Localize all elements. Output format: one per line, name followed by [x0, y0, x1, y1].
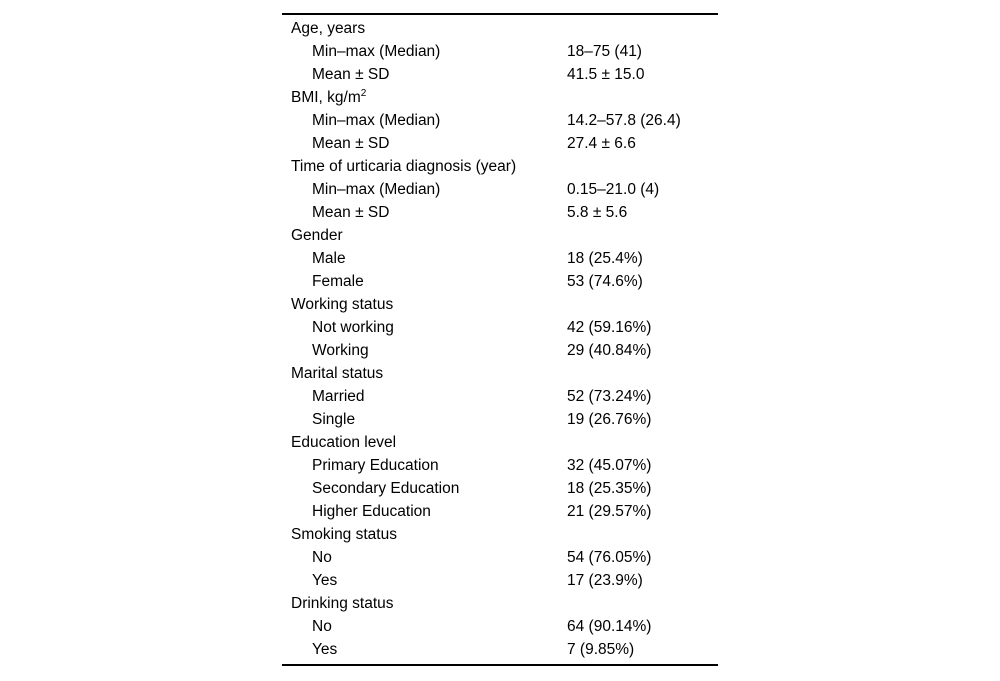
row-label: Mean ± SD — [312, 66, 390, 83]
table-row: Mean ± SD 5.8 ± 5.6 — [282, 201, 718, 224]
table-row: Secondary Education 18 (25.35%) — [282, 477, 718, 500]
table-row: Min–max (Median) 18–75 (41) — [282, 40, 718, 63]
row-label: Higher Education — [312, 503, 431, 520]
table-row: Single 19 (26.76%) — [282, 408, 718, 431]
table-row: Age, years — [282, 17, 718, 40]
table-row: Mean ± SD 41.5 ± 15.0 — [282, 63, 718, 86]
row-label: Mean ± SD — [312, 204, 390, 221]
patient-characteristics-table: Age, years Min–max (Median) 18–75 (41) Mean… — [282, 13, 718, 666]
row-label: Married — [312, 388, 365, 405]
table-row: Time of urticaria diagnosis (year) — [282, 155, 718, 178]
row-value: 54 (76.05%) — [567, 549, 652, 566]
row-label: No — [312, 618, 332, 635]
superscript: 2 — [360, 87, 367, 99]
table-row: Education level — [282, 431, 718, 454]
table-row: Yes 7 (9.85%) — [282, 638, 718, 661]
table-row: Marital status — [282, 362, 718, 385]
row-category-label: Time of urticaria diagnosis (year) — [291, 158, 517, 175]
row-value: 14.2–57.8 (26.4) — [567, 112, 681, 129]
row-value: 53 (74.6%) — [567, 273, 643, 290]
table-row: Female 53 (74.6%) — [282, 270, 718, 293]
table-row: Higher Education 21 (29.57%) — [282, 500, 718, 523]
table-row: BMI, kg/m2 — [282, 86, 718, 109]
row-value: 18 (25.4%) — [567, 250, 643, 267]
table-row: Smoking status — [282, 523, 718, 546]
table-row: No 64 (90.14%) — [282, 615, 718, 638]
table-row: Min–max (Median) 14.2–57.8 (26.4) — [282, 109, 718, 132]
row-label: Working — [312, 342, 369, 359]
table-row: Yes 17 (23.9%) — [282, 569, 718, 592]
row-category-label: Gender — [291, 227, 343, 244]
table-row: Not working 42 (59.16%) — [282, 316, 718, 339]
row-value: 27.4 ± 6.6 — [567, 135, 636, 152]
table-row: Drinking status — [282, 592, 718, 615]
row-label: No — [312, 549, 332, 566]
row-value: 64 (90.14%) — [567, 618, 652, 635]
row-label: Primary Education — [312, 457, 439, 474]
table-row: Primary Education 32 (45.07%) — [282, 454, 718, 477]
table-row: Min–max (Median) 0.15–21.0 (4) — [282, 178, 718, 201]
row-value: 29 (40.84%) — [567, 342, 652, 359]
row-label: Min–max (Median) — [312, 181, 441, 198]
row-value: 18 (25.35%) — [567, 480, 652, 497]
table-row: No 54 (76.05%) — [282, 546, 718, 569]
table-row: Gender — [282, 224, 718, 247]
table-row: Male 18 (25.4%) — [282, 247, 718, 270]
row-label: Yes — [312, 572, 338, 589]
row-value: 17 (23.9%) — [567, 572, 643, 589]
row-category-label: Drinking status — [291, 595, 394, 612]
table-row: Working 29 (40.84%) — [282, 339, 718, 362]
row-value: 5.8 ± 5.6 — [567, 204, 628, 221]
row-category-label: Marital status — [291, 365, 384, 382]
row-value: 21 (29.57%) — [567, 503, 652, 520]
row-label: Single — [312, 411, 356, 428]
row-value: 19 (26.76%) — [567, 411, 652, 428]
row-value: 52 (73.24%) — [567, 388, 652, 405]
row-label: Female — [312, 273, 364, 290]
row-label: Mean ± SD — [312, 135, 390, 152]
row-label: Male — [312, 250, 346, 267]
table-row: Married 52 (73.24%) — [282, 385, 718, 408]
table-row: Working status — [282, 293, 718, 316]
row-label: Min–max (Median) — [312, 112, 441, 129]
row-category-label: Education level — [291, 434, 397, 451]
row-category-label: Age, years — [291, 20, 366, 37]
row-value: 32 (45.07%) — [567, 457, 652, 474]
table-row: Mean ± SD 27.4 ± 6.6 — [282, 132, 718, 155]
row-label: Secondary Education — [312, 480, 460, 497]
row-category-label: BMI, kg/m2 — [291, 87, 367, 106]
row-label: Min–max (Median) — [312, 43, 441, 60]
row-value: 7 (9.85%) — [567, 641, 635, 658]
row-value: 42 (59.16%) — [567, 319, 652, 336]
row-label: Yes — [312, 641, 338, 658]
table-rows: Age, years Min–max (Median) 18–75 (41) Mean… — [282, 17, 718, 661]
row-category-label: Smoking status — [291, 526, 397, 543]
row-value: 18–75 (41) — [567, 43, 642, 60]
row-value: 0.15–21.0 (4) — [567, 181, 660, 198]
row-category-label: Working status — [291, 296, 394, 313]
row-label: Not working — [312, 319, 394, 336]
row-value: 41.5 ± 15.0 — [567, 66, 645, 83]
